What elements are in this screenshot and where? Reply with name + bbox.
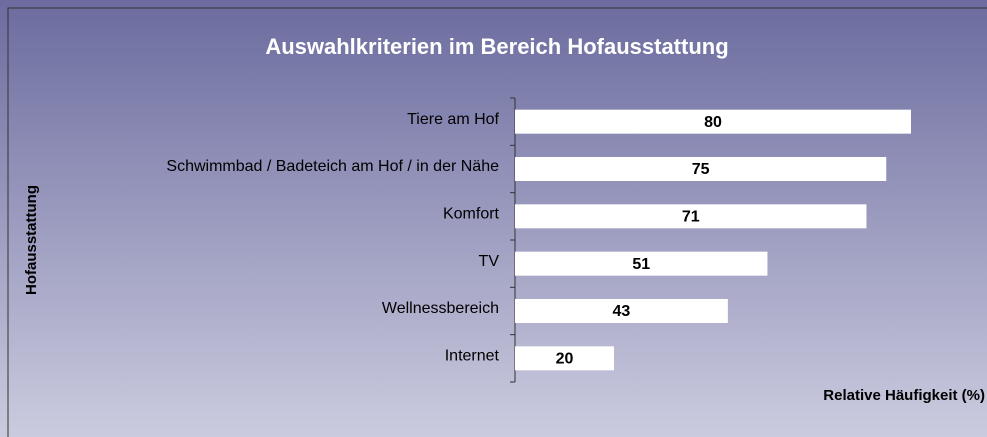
bar	[515, 109, 911, 134]
bar	[515, 251, 768, 276]
bar	[515, 204, 867, 229]
y-tick-label: Schwimmbad / Badeteich am Hof / in der N…	[166, 158, 499, 175]
y-tick-label: Wellnessbereich	[382, 300, 499, 317]
chart-title: Auswahlkriterien im Bereich Hofausstattu…	[265, 34, 728, 59]
data-label: 71	[682, 209, 700, 226]
data-label: 80	[704, 114, 722, 131]
frame	[7, 7, 987, 437]
y-tick-label: Internet	[445, 348, 500, 365]
data-label: 20	[556, 351, 574, 368]
y-tick-label: Tiere am Hof	[407, 111, 499, 128]
y-tick-label: Komfort	[443, 206, 500, 223]
y-axis-label: Hofausstattung	[23, 185, 40, 295]
bar	[515, 299, 728, 323]
data-label: 51	[632, 256, 650, 273]
x-axis-label: Relative Häufigkeit (%)	[823, 387, 985, 404]
y-tick-label: TV	[479, 253, 500, 270]
bar	[515, 157, 887, 181]
data-label: 75	[692, 161, 710, 178]
bar	[515, 346, 614, 371]
data-label: 43	[613, 303, 631, 320]
